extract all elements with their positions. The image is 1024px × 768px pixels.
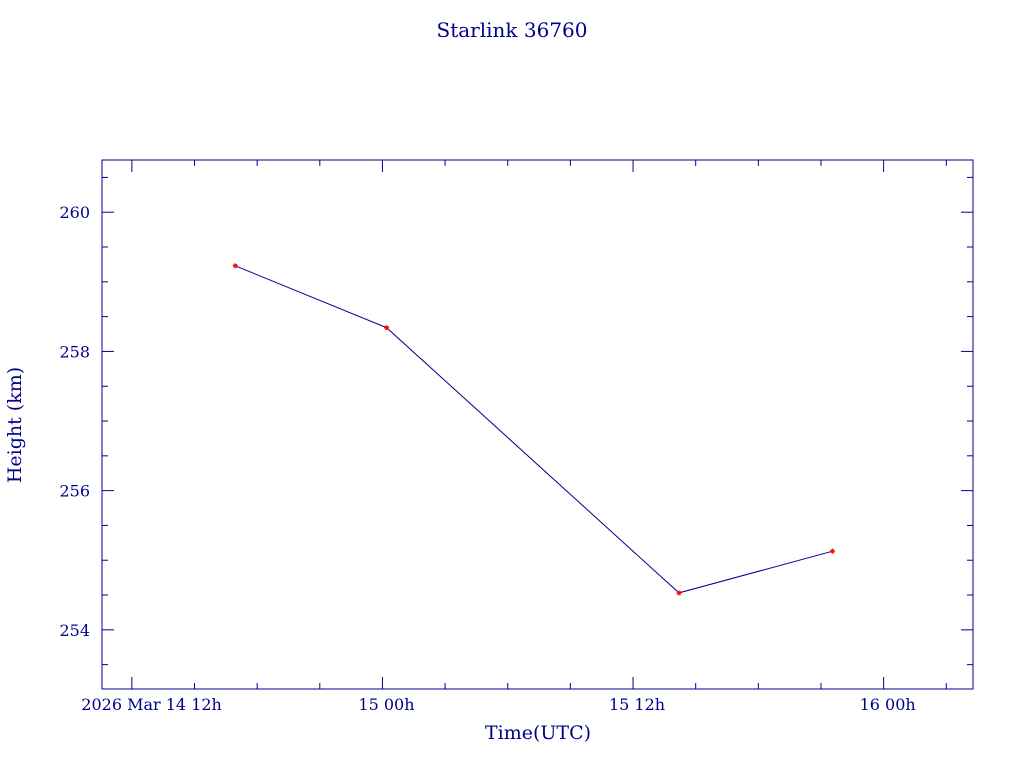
marker-stroke bbox=[676, 590, 682, 596]
x-axis-ticks bbox=[131, 160, 947, 689]
y-tick-label: 260 bbox=[59, 203, 90, 222]
y-tick-label: 256 bbox=[59, 482, 90, 501]
y-tick-label: 258 bbox=[59, 342, 90, 361]
marker-stroke bbox=[384, 325, 389, 330]
x-axis-title: Time(UTC) bbox=[485, 722, 591, 744]
plot-frame bbox=[101, 159, 974, 690]
y-axis-title: Height (km) bbox=[4, 367, 26, 483]
x-tick-label: 2026 Mar 14 12h bbox=[81, 695, 222, 714]
x-axis-tick-labels: 2026 Mar 14 12h 15 00h 15 12h 16 00h bbox=[81, 695, 915, 714]
y-axis-ticks bbox=[102, 176, 973, 666]
y-axis-tick-labels: 254 256 258 260 bbox=[59, 203, 90, 640]
data-point bbox=[829, 548, 835, 554]
y-tick-label: 254 bbox=[59, 621, 90, 640]
x-tick-label: 15 00h bbox=[358, 695, 414, 714]
data-series bbox=[232, 263, 835, 596]
series-line bbox=[235, 265, 833, 594]
marker-stroke bbox=[233, 263, 238, 268]
data-point bbox=[384, 325, 390, 331]
chart-title: Starlink 36760 bbox=[437, 18, 588, 42]
data-point bbox=[232, 263, 238, 269]
marker-stroke bbox=[830, 549, 835, 554]
x-tick-label: 16 00h bbox=[860, 695, 916, 714]
x-tick-label: 15 12h bbox=[609, 695, 665, 714]
data-point bbox=[676, 590, 682, 596]
